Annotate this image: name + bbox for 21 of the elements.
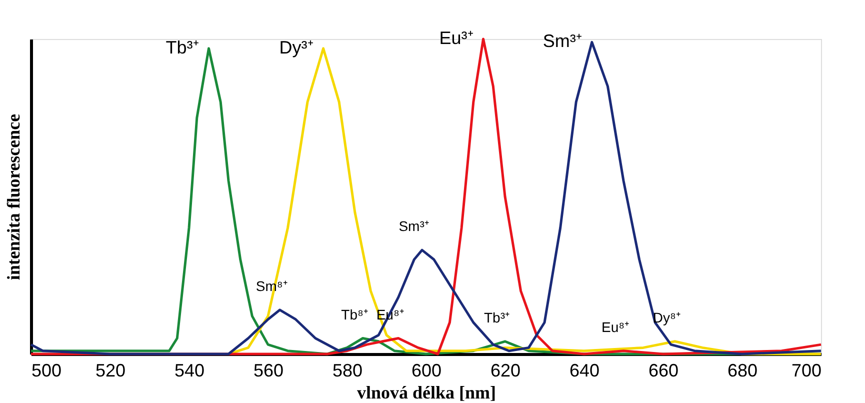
- x-tick-label: 620: [490, 360, 521, 380]
- x-tick-label: 580: [332, 360, 363, 380]
- annotation: Sm³⁺: [542, 31, 582, 52]
- x-tick-label: 660: [648, 360, 679, 380]
- annotation: Sm³⁺: [398, 218, 430, 234]
- x-axis-title: vlnová délka [nm]: [356, 382, 496, 402]
- x-tick-label: 500: [32, 360, 62, 380]
- annotation: Tb³⁺: [166, 37, 199, 58]
- x-tick-label: 520: [95, 360, 126, 380]
- x-tick-label: 540: [174, 360, 205, 380]
- annotation: Tb⁸⁺: [341, 306, 368, 322]
- x-tick-label: 600: [411, 360, 442, 380]
- x-tick-label: 700: [791, 360, 822, 380]
- annotation: Tb³⁺: [484, 309, 510, 326]
- x-tick-label: 680: [727, 360, 758, 380]
- y-axis-title: intenzita fluorescence: [4, 114, 24, 280]
- annotation: Dy³⁺: [279, 37, 314, 58]
- x-tick-label: 560: [253, 360, 284, 380]
- x-tick-label: 640: [569, 360, 600, 380]
- annotation: Eu⁸⁺: [601, 318, 630, 335]
- annotation: Eu³⁺: [439, 28, 474, 48]
